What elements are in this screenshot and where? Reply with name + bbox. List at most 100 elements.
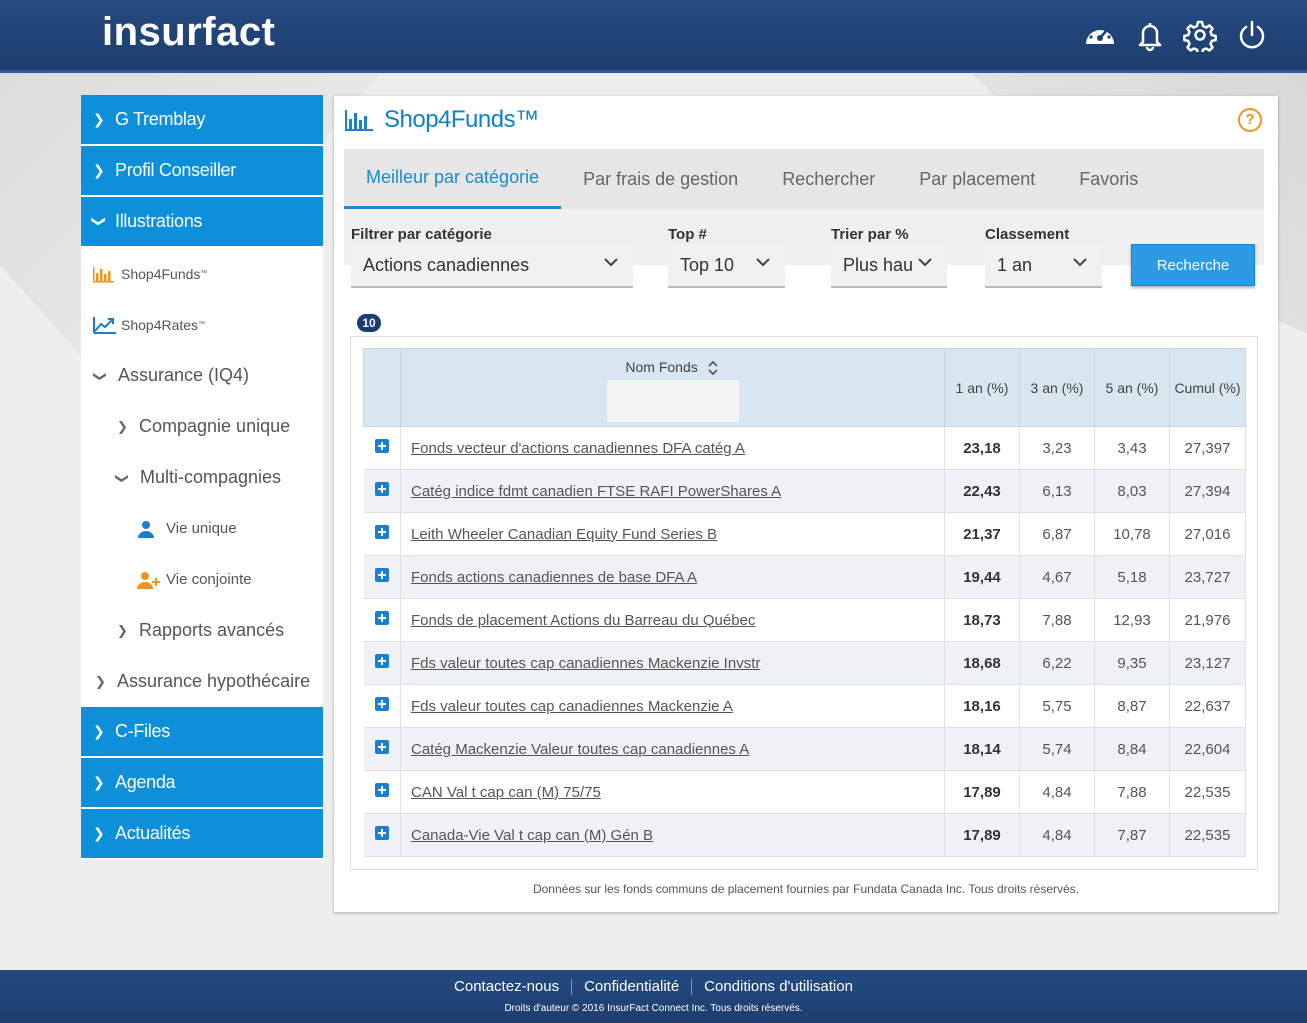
- sidebar-item-label: Profil Conseiller: [115, 160, 236, 180]
- expand-cell: [363, 727, 401, 771]
- sort-select[interactable]: Plus hau: [831, 244, 947, 288]
- sidebar-item-label: Actualités: [115, 823, 191, 843]
- footer-link-terms[interactable]: Conditions d'utilisation: [704, 978, 853, 995]
- name-filter-input[interactable]: [606, 380, 739, 423]
- expand-plus-icon[interactable]: [374, 482, 389, 496]
- sidebar-item-profil-conseiller[interactable]: ❯ Profil Conseiller: [81, 146, 323, 197]
- tab-par-frais-de-gestion[interactable]: Par frais de gestion: [583, 168, 739, 189]
- table-row: CAN Val t cap can (M) 75/75 17,89 4,84 7,88…: [363, 770, 1246, 814]
- chevron-down-icon: [604, 258, 618, 267]
- fund-name-link[interactable]: Fds valeur toutes cap canadiennes Macken…: [400, 684, 945, 728]
- fund-name-link[interactable]: Fds valeur toutes cap canadiennes Macken…: [400, 641, 945, 685]
- rank-select[interactable]: 1 an: [985, 244, 1102, 288]
- table-row: Fds valeur toutes cap canadiennes Macken…: [363, 684, 1246, 728]
- expand-plus-icon[interactable]: [374, 826, 389, 840]
- y1-cell: 19,44: [944, 555, 1020, 599]
- tab-meilleur-par-categorie[interactable]: Meilleur par catégorie: [344, 149, 562, 209]
- sort-icon[interactable]: [706, 360, 720, 376]
- person-icon: [138, 520, 154, 538]
- y3-cell: 5,74: [1019, 727, 1095, 771]
- help-icon[interactable]: ?: [1238, 108, 1262, 132]
- chevron-down-icon: [756, 258, 770, 267]
- sidebar-item-multi-compagnies[interactable]: ❯ Multi-compagnies: [81, 452, 323, 503]
- expand-plus-icon[interactable]: [374, 697, 389, 711]
- expand-plus-icon[interactable]: [374, 611, 389, 625]
- fund-name-link[interactable]: Fonds vecteur d'actions canadiennes DFA …: [400, 426, 945, 470]
- footer-divider: [571, 979, 573, 996]
- sidebar-item-assurance-iq4[interactable]: ❯ Assurance (IQ4): [81, 350, 323, 401]
- expand-plus-icon[interactable]: [374, 740, 389, 754]
- sidebar-item-vie-unique[interactable]: Vie unique: [81, 503, 323, 554]
- tab-par-placement[interactable]: Par placement: [919, 168, 1036, 189]
- chevron-down-icon: [917, 254, 933, 270]
- gear-icon[interactable]: [1183, 18, 1217, 55]
- expand-plus-icon[interactable]: [374, 568, 389, 582]
- expand-plus-icon[interactable]: [374, 654, 389, 668]
- fund-name-link[interactable]: Leith Wheeler Canadian Equity Fund Serie…: [400, 512, 945, 556]
- y5-column-header[interactable]: 5 an (%): [1094, 348, 1170, 427]
- y5-cell: 12,93: [1094, 598, 1170, 642]
- sidebar-item-g-tremblay[interactable]: ❯ G Tremblay: [81, 95, 323, 146]
- sidebar-item-label: Assurance (IQ4): [118, 365, 250, 385]
- sidebar-item-vie-conjointe[interactable]: Vie conjointe: [81, 554, 323, 605]
- y3-cell: 6,87: [1019, 512, 1095, 556]
- category-select[interactable]: Actions canadiennes: [351, 244, 633, 288]
- results-table: Nom Fonds 1 an (%) 3 an (%) 5 an (%) Cum…: [363, 348, 1246, 857]
- fund-name-link[interactable]: Fonds actions canadiennes de base DFA A: [400, 555, 945, 599]
- y3-cell: 4,84: [1019, 770, 1095, 814]
- sidebar-item-label: Vie conjointe: [166, 571, 252, 588]
- sidebar-item-illustrations[interactable]: ❯ Illustrations: [81, 197, 323, 248]
- y3-column-header[interactable]: 3 an (%): [1019, 348, 1095, 427]
- cumul-column-header[interactable]: Cumul (%): [1169, 348, 1246, 427]
- cumul-cell: 21,976: [1169, 598, 1246, 642]
- expand-cell: [363, 598, 401, 642]
- tab-favoris[interactable]: Favoris: [1079, 168, 1139, 189]
- y5-cell: 5,18: [1094, 555, 1170, 599]
- y1-cell: 18,16: [944, 684, 1020, 728]
- fund-name-link[interactable]: Fonds de placement Actions du Barreau du…: [400, 598, 945, 642]
- sidebar-item-label: Assurance hypothécaire: [117, 671, 311, 691]
- shop4funds-tm: ™: [200, 270, 208, 277]
- sidebar-item-label: G Tremblay: [115, 109, 206, 129]
- fund-name-link[interactable]: Catég Mackenzie Valeur toutes cap canadi…: [400, 727, 945, 771]
- category-select-value: Actions canadiennes: [363, 254, 530, 275]
- footer-link-privacy[interactable]: Confidentialité: [584, 978, 680, 995]
- chevron-right-icon: ❯: [95, 673, 106, 689]
- y1-cell: 18,68: [944, 641, 1020, 685]
- power-icon[interactable]: [1235, 18, 1269, 52]
- sidebar-item-agenda[interactable]: ❯ Agenda: [81, 758, 323, 809]
- top-select[interactable]: Top 10: [668, 244, 785, 288]
- bell-icon[interactable]: [1133, 18, 1167, 52]
- fund-name-link[interactable]: CAN Val t cap can (M) 75/75: [400, 770, 945, 814]
- chevron-down-icon: ❯: [115, 472, 130, 484]
- results-table-container: Nom Fonds 1 an (%) 3 an (%) 5 an (%) Cum…: [350, 336, 1258, 870]
- tab-rechercher[interactable]: Rechercher: [782, 168, 876, 189]
- search-button[interactable]: Recherche: [1131, 244, 1255, 286]
- rank-filter-label: Classement: [985, 226, 1070, 243]
- y1-column-header[interactable]: 1 an (%): [944, 348, 1020, 427]
- sidebar-item-compagnie-unique[interactable]: ❯ Compagnie unique: [81, 401, 323, 452]
- sidebar-item-label: Illustrations: [115, 211, 203, 231]
- sidebar-item-actualites[interactable]: ❯ Actualités: [81, 809, 323, 860]
- y3-cell: 7,88: [1019, 598, 1095, 642]
- expand-plus-icon[interactable]: [374, 439, 389, 453]
- name-column-header[interactable]: Nom Fonds: [400, 348, 945, 427]
- sidebar-item-shop4funds[interactable]: Shop4Funds ™: [81, 248, 323, 299]
- tab-bar: Meilleur par catégorie Par frais de gest…: [344, 149, 1264, 209]
- fund-name-link[interactable]: Catég indice fdmt canadien FTSE RAFI Pow…: [400, 469, 945, 513]
- footer-link-contact[interactable]: Contactez-nous: [454, 978, 560, 995]
- app-logo[interactable]: insurfact: [102, 10, 276, 54]
- fund-name-link[interactable]: Canada-Vie Val t cap can (M) Gén B: [400, 813, 945, 857]
- expand-plus-icon[interactable]: [374, 525, 389, 539]
- sidebar-item-rapports-avances[interactable]: ❯ Rapports avancés: [81, 605, 323, 656]
- sidebar-item-shop4rates[interactable]: Shop4Rates ™: [81, 299, 323, 350]
- dashboard-icon[interactable]: [1083, 18, 1117, 52]
- y1-cell: 18,14: [944, 727, 1020, 771]
- expand-cell: [363, 469, 401, 513]
- expand-plus-icon[interactable]: [374, 783, 389, 797]
- expand-cell: [363, 426, 401, 470]
- sidebar-item-label: Compagnie unique: [139, 416, 291, 436]
- sidebar-item-c-files[interactable]: ❯ C-Files: [81, 707, 323, 758]
- sidebar-item-assurance-hypothecaire[interactable]: ❯ Assurance hypothécaire: [81, 656, 323, 707]
- table-row: Leith Wheeler Canadian Equity Fund Serie…: [363, 512, 1246, 556]
